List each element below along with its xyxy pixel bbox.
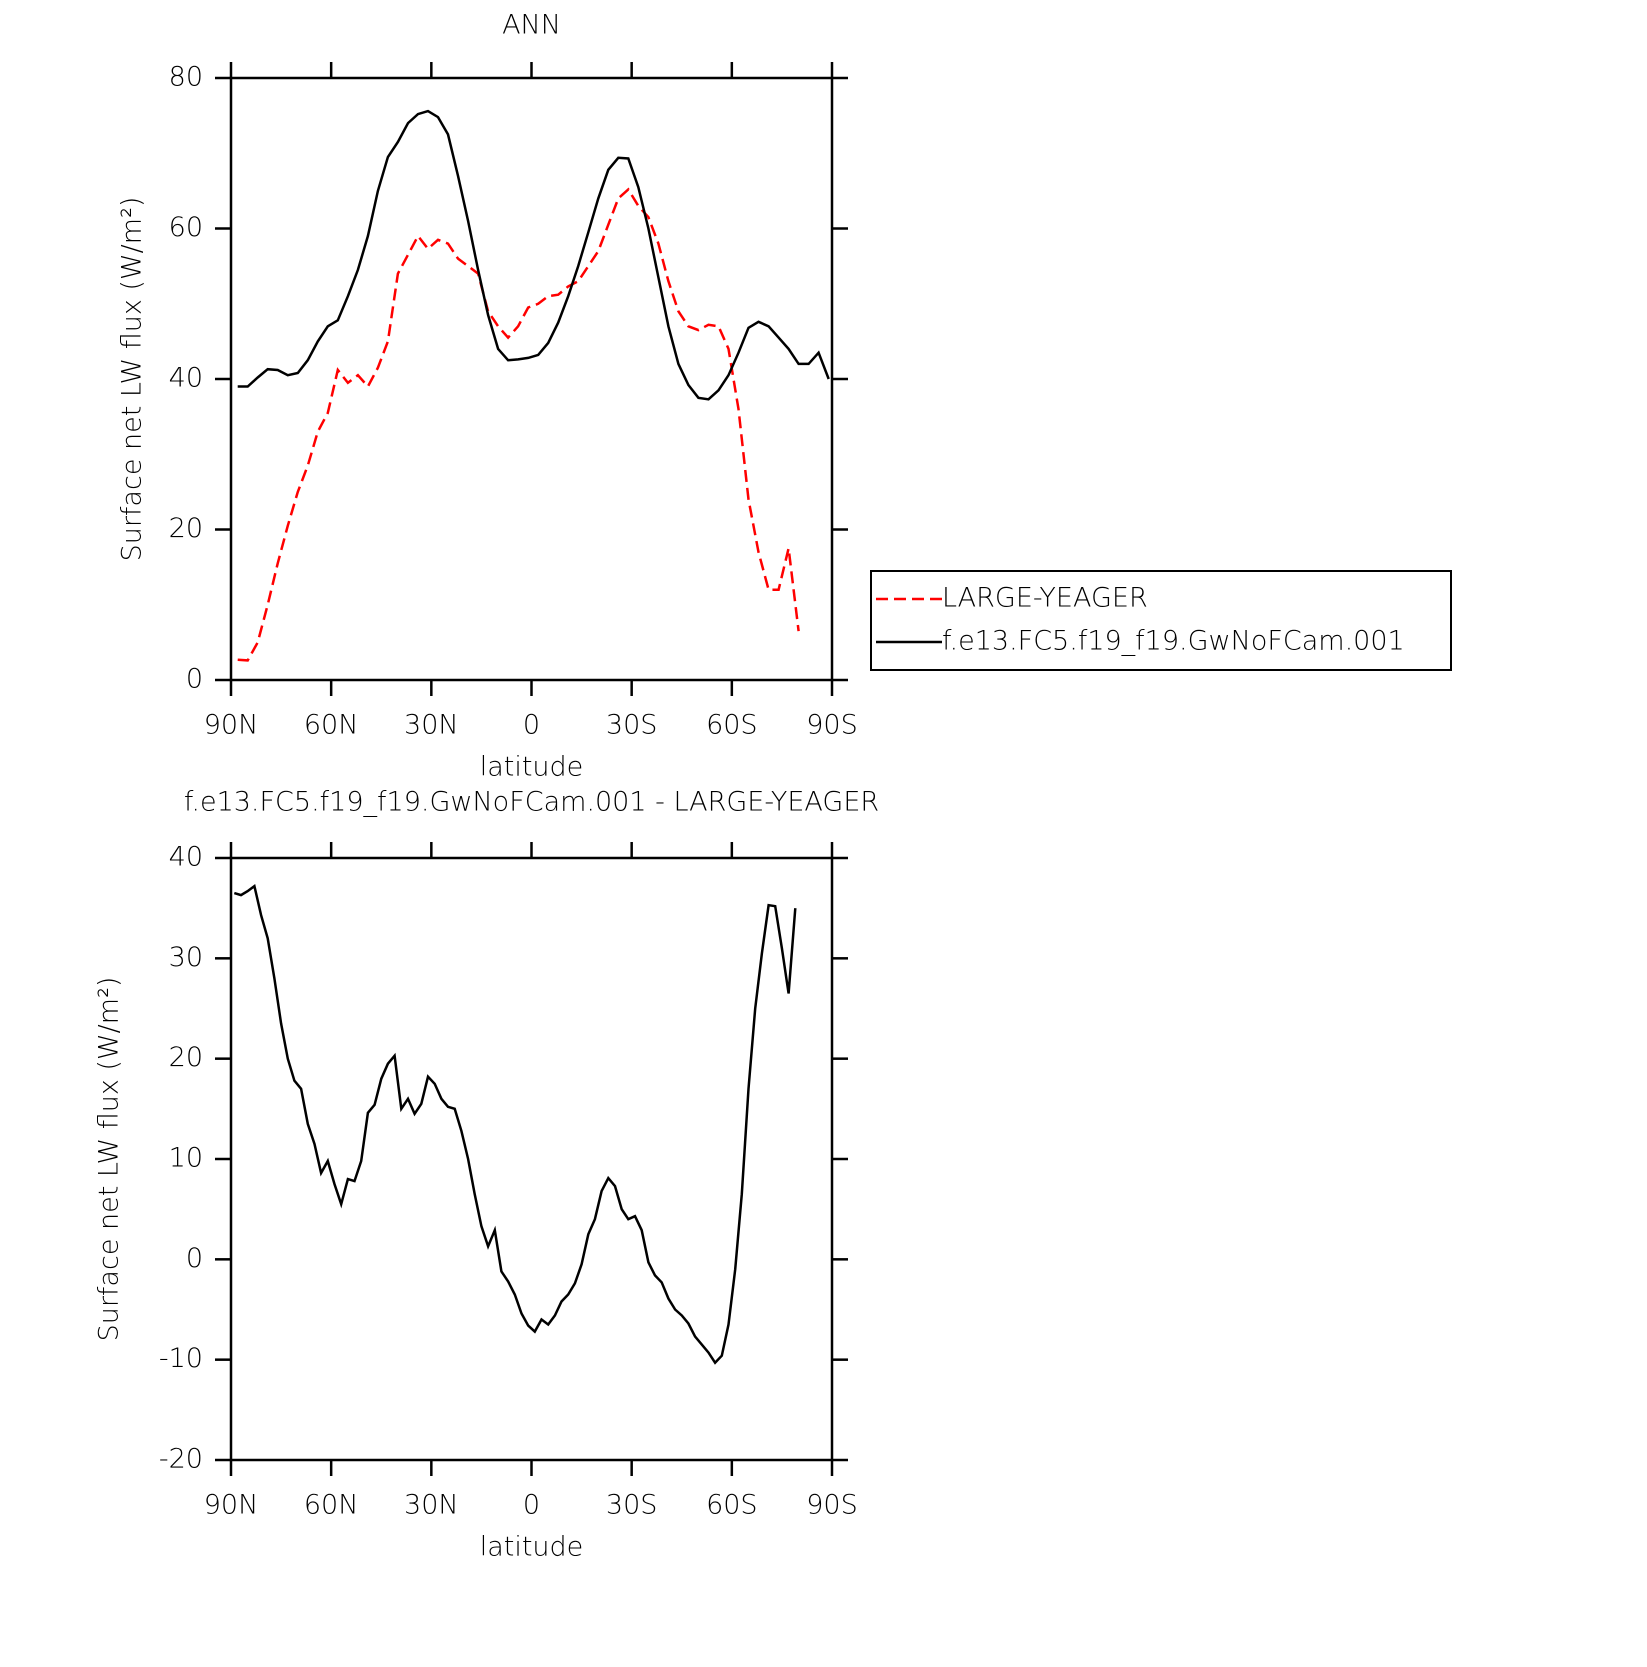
x-tick-label: 60N (304, 710, 359, 741)
y-tick-label: -10 (159, 1343, 203, 1374)
x-tick-label: 90N (204, 710, 259, 741)
y-tick-label: 30 (169, 942, 203, 973)
x-tick-label: 30N (404, 710, 459, 741)
y-tick-label: 0 (186, 1243, 203, 1274)
y-tick-label: 40 (169, 363, 203, 394)
x-tick-label: 60N (304, 1490, 359, 1521)
data-line (237, 109, 830, 401)
chart-title: ANN (502, 10, 561, 41)
x-axis-label: latitude (480, 752, 584, 783)
x-tick-label: 0 (523, 710, 540, 741)
x-tick-label: 90S (806, 710, 858, 741)
data-line (237, 187, 800, 662)
legend-label: f.e13.FC5.f19_f19.GwNoFCam.001 (942, 626, 1405, 657)
chart-title: f.e13.FC5.f19_f19.GwNoFCam.001 - LARGE-Y… (184, 787, 879, 818)
legend-box (870, 570, 1452, 671)
y-tick-label: 60 (169, 212, 203, 243)
x-axis-label: latitude (480, 1532, 584, 1563)
y-tick-label: -20 (159, 1444, 203, 1475)
data-line (233, 883, 797, 1365)
x-tick-label: 60S (706, 1490, 758, 1521)
y-tick-label: 0 (186, 664, 203, 695)
y-tick-label: 80 (169, 62, 203, 93)
plot-frame (229, 856, 834, 1462)
legend-label: LARGE-YEAGER (942, 583, 1148, 614)
y-tick-label: 20 (169, 513, 203, 544)
x-tick-label: 30S (606, 1490, 658, 1521)
y-tick-label: 10 (169, 1143, 203, 1174)
x-tick-label: 30N (404, 1490, 459, 1521)
x-tick-label: 90N (204, 1490, 259, 1521)
x-tick-label: 90S (806, 1490, 858, 1521)
plot-frame (229, 76, 834, 682)
x-tick-label: 60S (706, 710, 758, 741)
y-tick-label: 20 (169, 1042, 203, 1073)
y-tick-label: 40 (169, 842, 203, 873)
y-axis-label: Surface net LW flux (W/m²) (94, 977, 125, 1342)
x-tick-label: 0 (523, 1490, 540, 1521)
x-tick-label: 30S (606, 710, 658, 741)
y-axis-label: Surface net LW flux (W/m²) (117, 197, 148, 562)
